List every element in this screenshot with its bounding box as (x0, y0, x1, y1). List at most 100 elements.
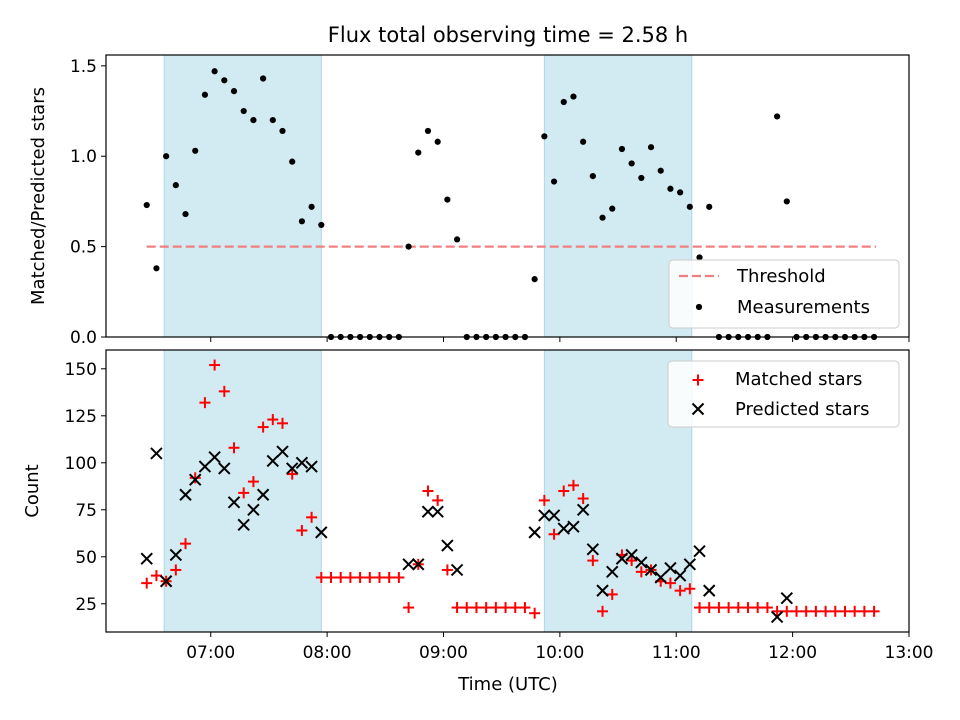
measurement-point (541, 133, 548, 140)
matched-star-point (820, 605, 832, 617)
predicted-star-point (547, 509, 561, 522)
x-tick-label: 09:00 (419, 643, 468, 663)
matched-star-point (587, 555, 599, 567)
predicted-star-point (256, 488, 270, 501)
predicted-star-point (285, 462, 299, 475)
measurement-point (706, 203, 713, 210)
predicted-star-point (615, 552, 629, 565)
matched-star-point (538, 494, 550, 506)
matched-star-point (577, 493, 589, 505)
x-tick-label: 12:00 (768, 643, 817, 663)
matched-star-point (868, 605, 880, 617)
matched-star-point (781, 605, 793, 617)
measurement-point (531, 276, 538, 283)
predicted-star-point (208, 450, 221, 464)
legend-predicted-label: Predicted stars (735, 399, 869, 420)
predicted-star-point (198, 460, 212, 473)
matched-star-point (403, 602, 415, 614)
legend-measurement-swatch (695, 303, 703, 311)
top-y-axis-label: Matched/Predicted stars (28, 87, 49, 305)
matched-star-point (684, 583, 696, 595)
matched-star-point (703, 602, 715, 614)
predicted-star-point (576, 503, 590, 517)
matched-star-point (500, 602, 512, 614)
bottom-legend: Matched stars Predicted stars (667, 360, 900, 428)
y-tick-label: 0.5 (70, 238, 97, 258)
matched-star-point (354, 571, 366, 583)
predicted-star-point (218, 462, 231, 475)
matched-star-point (451, 602, 463, 614)
predicted-star-point (159, 575, 173, 588)
measurement-point (638, 174, 645, 182)
matched-star-point (393, 571, 405, 583)
matched-star-point (558, 485, 570, 497)
x-tick-label: 11:00 (652, 643, 701, 663)
matched-star-point (626, 555, 638, 567)
y-tick-label: 50 (75, 548, 97, 568)
predicted-star-point (431, 505, 444, 518)
predicted-star-point (412, 558, 425, 571)
top-legend: Threshold Measurements (668, 259, 900, 329)
predicted-star-point (150, 447, 163, 460)
predicted-star-point (315, 526, 328, 539)
predicted-star-point (596, 584, 609, 597)
y-tick-label: 75 (75, 501, 97, 521)
measurement-point (192, 147, 199, 154)
y-tick-label: 100 (65, 454, 97, 474)
matched-star-point (694, 602, 706, 614)
predicted-star-point (179, 488, 192, 501)
measurement-point (677, 189, 684, 196)
measurement-point (550, 178, 558, 185)
measurement-point (589, 173, 596, 180)
matched-star-point (810, 605, 822, 617)
measurement-point (783, 198, 790, 205)
matched-star-point (548, 528, 560, 540)
measurement-point (405, 243, 412, 250)
matched-star-point (529, 607, 541, 619)
predicted-star-point (237, 518, 250, 532)
matched-star-point (344, 571, 356, 583)
matched-star-point (849, 605, 861, 617)
predicted-star-point (567, 520, 580, 533)
predicted-star-point (528, 526, 541, 539)
predicted-star-point (402, 558, 415, 571)
measurement-point (269, 116, 276, 124)
matched-star-point (761, 602, 773, 614)
matched-star-point (829, 605, 841, 617)
matched-star-point (635, 566, 647, 578)
matched-star-point (267, 414, 279, 426)
predicted-star-point (276, 445, 289, 458)
matched-star-point (286, 468, 298, 480)
matched-star-point (674, 585, 686, 597)
matched-star-point (364, 571, 376, 583)
matched-star-point (470, 602, 482, 614)
y-tick-label: 1.0 (70, 147, 97, 167)
legend-box (668, 259, 900, 329)
measurement-point (618, 145, 626, 153)
observing-window-top-1 (163, 54, 322, 338)
predicted-star-point (169, 548, 183, 562)
bottom-y-axis-label: Count (22, 464, 43, 517)
matched-star-point (247, 476, 259, 488)
matched-star-point (325, 571, 337, 583)
top-y-ticks: 0.0 0.5 1.0 1.5 (70, 57, 106, 348)
matched-star-point (742, 602, 754, 614)
measurement-point (298, 218, 306, 225)
predicted-star-point (625, 548, 638, 562)
measurement-point (453, 236, 461, 243)
x-tick-label: 13:00 (885, 643, 934, 663)
measurement-point (434, 138, 441, 145)
measurement-point (182, 210, 189, 218)
predicted-star-point (189, 473, 202, 486)
matched-star-point (296, 524, 308, 536)
bottom-x-ticks: 07:00 08:00 09:00 10:00 11:00 12:00 13:00 (186, 632, 934, 663)
chart-title: Flux total observing time = 2.58 h (328, 23, 688, 47)
predicted-star-point (266, 454, 280, 468)
matched-star-point (432, 494, 444, 506)
y-tick-label: 1.5 (70, 57, 97, 77)
matched-star-point (567, 479, 579, 491)
predicted-star-point (450, 563, 464, 577)
legend-threshold-label: Threshold (736, 266, 826, 287)
matched-star-point (199, 397, 211, 409)
matched-star-point (335, 571, 347, 583)
